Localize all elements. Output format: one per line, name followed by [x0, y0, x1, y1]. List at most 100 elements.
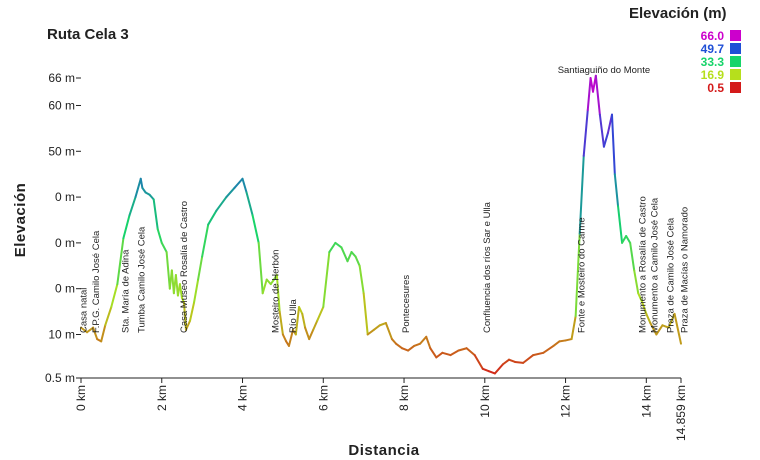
elevation-segment [184, 319, 192, 331]
elevation-segment [193, 278, 200, 304]
elevation-segment [481, 367, 490, 373]
legend-value: 49.7 [701, 42, 725, 56]
elevation-segment [594, 74, 601, 116]
elevation-segment [241, 177, 248, 194]
y-tick-label: 0.5 m [45, 371, 75, 385]
poi-label: Monumento a Camilo José Cela [649, 197, 660, 333]
elevation-segment [598, 113, 605, 148]
elevation-segment [178, 283, 183, 299]
elevation-segment [165, 251, 171, 290]
x-tick-label: 12 km [559, 385, 573, 418]
elevation-segment [197, 255, 204, 281]
poi-label: Praza de Macías o Namorado [680, 207, 691, 333]
elevation-segment [261, 278, 268, 295]
elevation-segment [100, 324, 107, 343]
y-axis-title: Elevación [12, 183, 29, 258]
poi-label: Tumba Camilo José Cela [137, 226, 148, 333]
y-tick-label: 66 m [48, 71, 75, 85]
elevation-segment [152, 198, 159, 231]
poi-label: Praza de Camilo José Cela [666, 217, 677, 333]
x-tick-label: 4 km [236, 385, 250, 411]
elevation-segment [215, 196, 228, 212]
elevation-segment [275, 273, 281, 313]
elevation-segment [287, 328, 294, 347]
elevation-segment [508, 358, 517, 363]
y-tick-label: 60 m [48, 98, 75, 112]
poi-label: Sta. María de Adina [120, 249, 131, 333]
elevation-segment [667, 312, 676, 329]
elevation-segment [128, 196, 137, 217]
elevation-segment [139, 177, 144, 189]
elevation-segment [552, 340, 561, 347]
legend-value: 16.9 [701, 68, 725, 82]
elevation-segment [340, 246, 349, 263]
elevation-segment [366, 328, 375, 336]
elevation-segment [148, 193, 155, 201]
elevation-segment [233, 177, 244, 189]
poi-label: Mosteiro de Herbón [271, 250, 282, 333]
poi-label: F.P.G. Camilo José Cela [91, 230, 102, 333]
y-tick-label: 0 m [55, 236, 75, 250]
x-axis-ticks: 0 km 2 km 4 km 6 km 8 km 10 km 12 km 14 km 14.85… [74, 378, 688, 441]
elevation-segment [86, 326, 95, 334]
elevation-segment [673, 312, 682, 345]
x-tick-label: 10 km [478, 385, 492, 418]
elevation-segment [378, 322, 387, 327]
elevation-segment [522, 354, 535, 364]
elevation-segment [473, 354, 484, 370]
elevation-segment [532, 351, 545, 357]
elevation-segment [346, 251, 353, 263]
elevation-segment [641, 301, 648, 315]
y-tick-label: 0 m [55, 282, 75, 296]
elevation-series [80, 74, 682, 375]
elevation-segment [134, 177, 142, 199]
elevation-segment [570, 315, 577, 341]
elevation-segment [281, 333, 288, 343]
legend-value: 33.3 [701, 55, 725, 69]
elevation-segment [372, 324, 381, 331]
elevation-segment [334, 241, 343, 249]
elevation-segment [501, 358, 511, 366]
elevation-segment [225, 186, 236, 199]
elevation-segment [419, 335, 428, 345]
elevation-segment [358, 264, 365, 295]
elevation-segment [613, 173, 620, 208]
elevation-segment [298, 306, 304, 315]
poi-label: Monumento a Rosalía de Castro [637, 196, 648, 333]
elevation-segment [257, 241, 264, 295]
elevation-segment [564, 338, 573, 342]
poi-label: Confluencia dos ríos Sar e Ulla [482, 201, 493, 333]
elevation-segment [578, 154, 585, 235]
elevation-segment [207, 209, 218, 226]
elevation-segment [92, 326, 99, 341]
elevation-segment [645, 312, 652, 325]
poi-label: Fonte e Mosteiro do Carme [577, 217, 588, 333]
legend-swatch [730, 30, 741, 41]
elevation-segment [384, 322, 393, 341]
elevation-segment [354, 255, 361, 267]
elevation-segment [602, 131, 609, 148]
elevation-segment [201, 223, 210, 258]
elevation-segment [435, 351, 444, 359]
poi-label: Pontecesures [401, 275, 412, 333]
elevation-segment [304, 326, 311, 341]
legend-swatch [730, 43, 741, 54]
elevation-segment [542, 344, 555, 354]
elevation-segment [80, 326, 89, 334]
elevation-segment [649, 322, 658, 336]
elevation-segment [629, 241, 636, 272]
elevation-segment [661, 324, 670, 329]
elevation-segment [633, 269, 640, 295]
elevation-segment [116, 237, 125, 286]
legend-title: Elevación (m) [629, 5, 727, 22]
elevation-segment [449, 349, 460, 357]
x-tick-label: 6 km [316, 385, 330, 411]
chart-title: Ruta Cela 3 [47, 26, 129, 43]
x-tick-label: 14 km [639, 385, 653, 418]
elevation-segment [350, 251, 357, 258]
y-tick-label: 0 m [55, 190, 75, 204]
legend-value: 66.0 [701, 29, 725, 43]
elevation-segment [245, 191, 254, 217]
elevation-segment [574, 232, 581, 318]
elevation-segment [312, 319, 319, 331]
